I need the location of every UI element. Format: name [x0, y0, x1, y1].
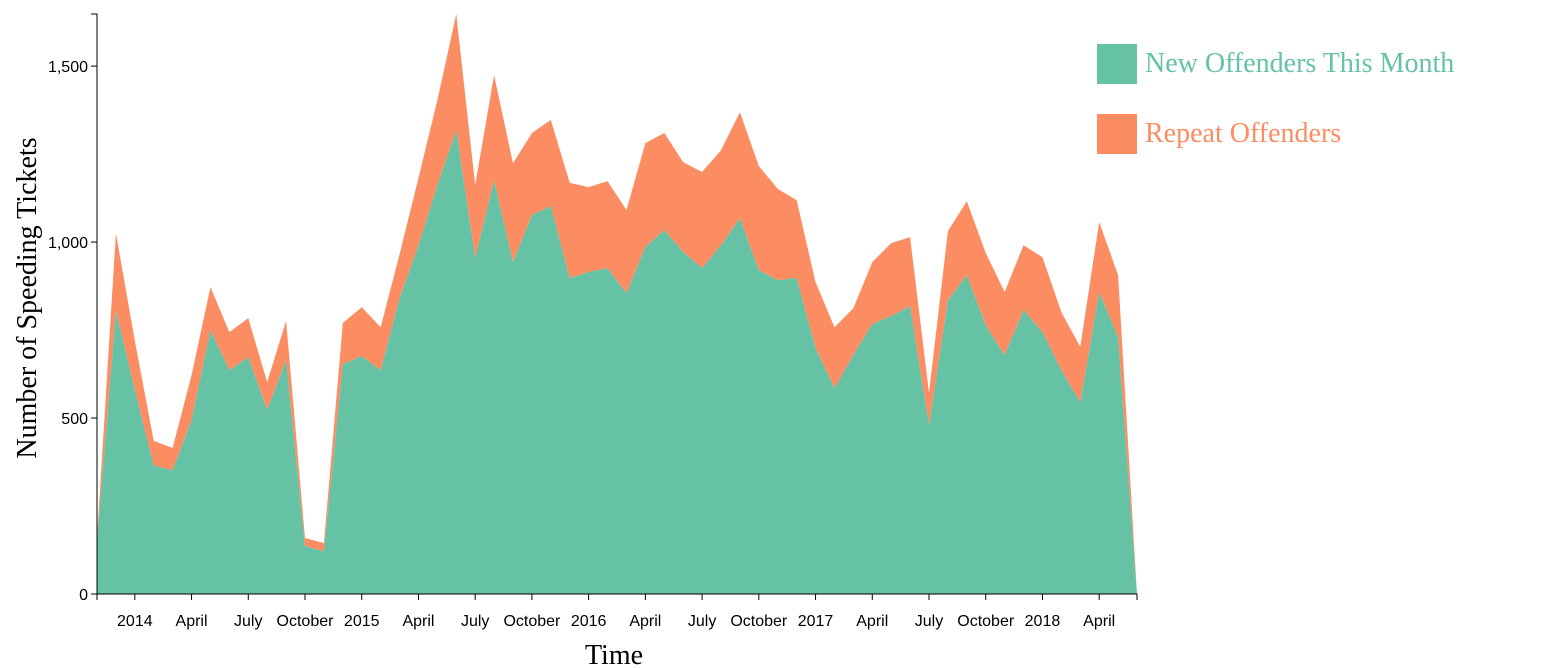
x-tick-label: October [277, 613, 335, 630]
legend-swatch [1097, 114, 1137, 154]
x-tick-label: April [402, 613, 434, 630]
x-axis-label: Time [585, 640, 643, 668]
y-tick-label: 500 [61, 411, 88, 428]
x-tick-label: July [688, 613, 716, 630]
x-tick-label: July [234, 613, 262, 630]
x-tick-label: October [503, 613, 561, 630]
y-axis-label: Number of Speeding Tickets [12, 137, 43, 458]
x-tick-label: April [856, 613, 888, 630]
x-tick-label: 2015 [344, 613, 380, 630]
y-tick-label: 1,500 [48, 59, 88, 76]
legend-swatch [1097, 44, 1137, 84]
x-tick-label: April [629, 613, 661, 630]
x-tick-label: 2016 [571, 613, 607, 630]
x-tick-label: October [730, 613, 788, 630]
area [97, 130, 1137, 594]
x-tick-label: October [957, 613, 1015, 630]
x-tick-label: 2017 [798, 613, 834, 630]
y-tick-label: 1,000 [48, 235, 88, 252]
x-tick-label: July [915, 613, 943, 630]
x-tick-label: April [1083, 613, 1115, 630]
x-tick-label: April [176, 613, 208, 630]
x-tick-label: July [461, 613, 489, 630]
legend-label: Repeat Offenders [1145, 118, 1341, 149]
y-tick-label: 0 [79, 587, 88, 604]
x-axis [96, 593, 1138, 600]
x-tick-label: 2014 [117, 613, 153, 630]
y-axis [91, 13, 98, 595]
legend-label: New Offenders This Month [1145, 48, 1454, 79]
areas [97, 14, 1137, 594]
x-tick-label: 2018 [1025, 613, 1061, 630]
